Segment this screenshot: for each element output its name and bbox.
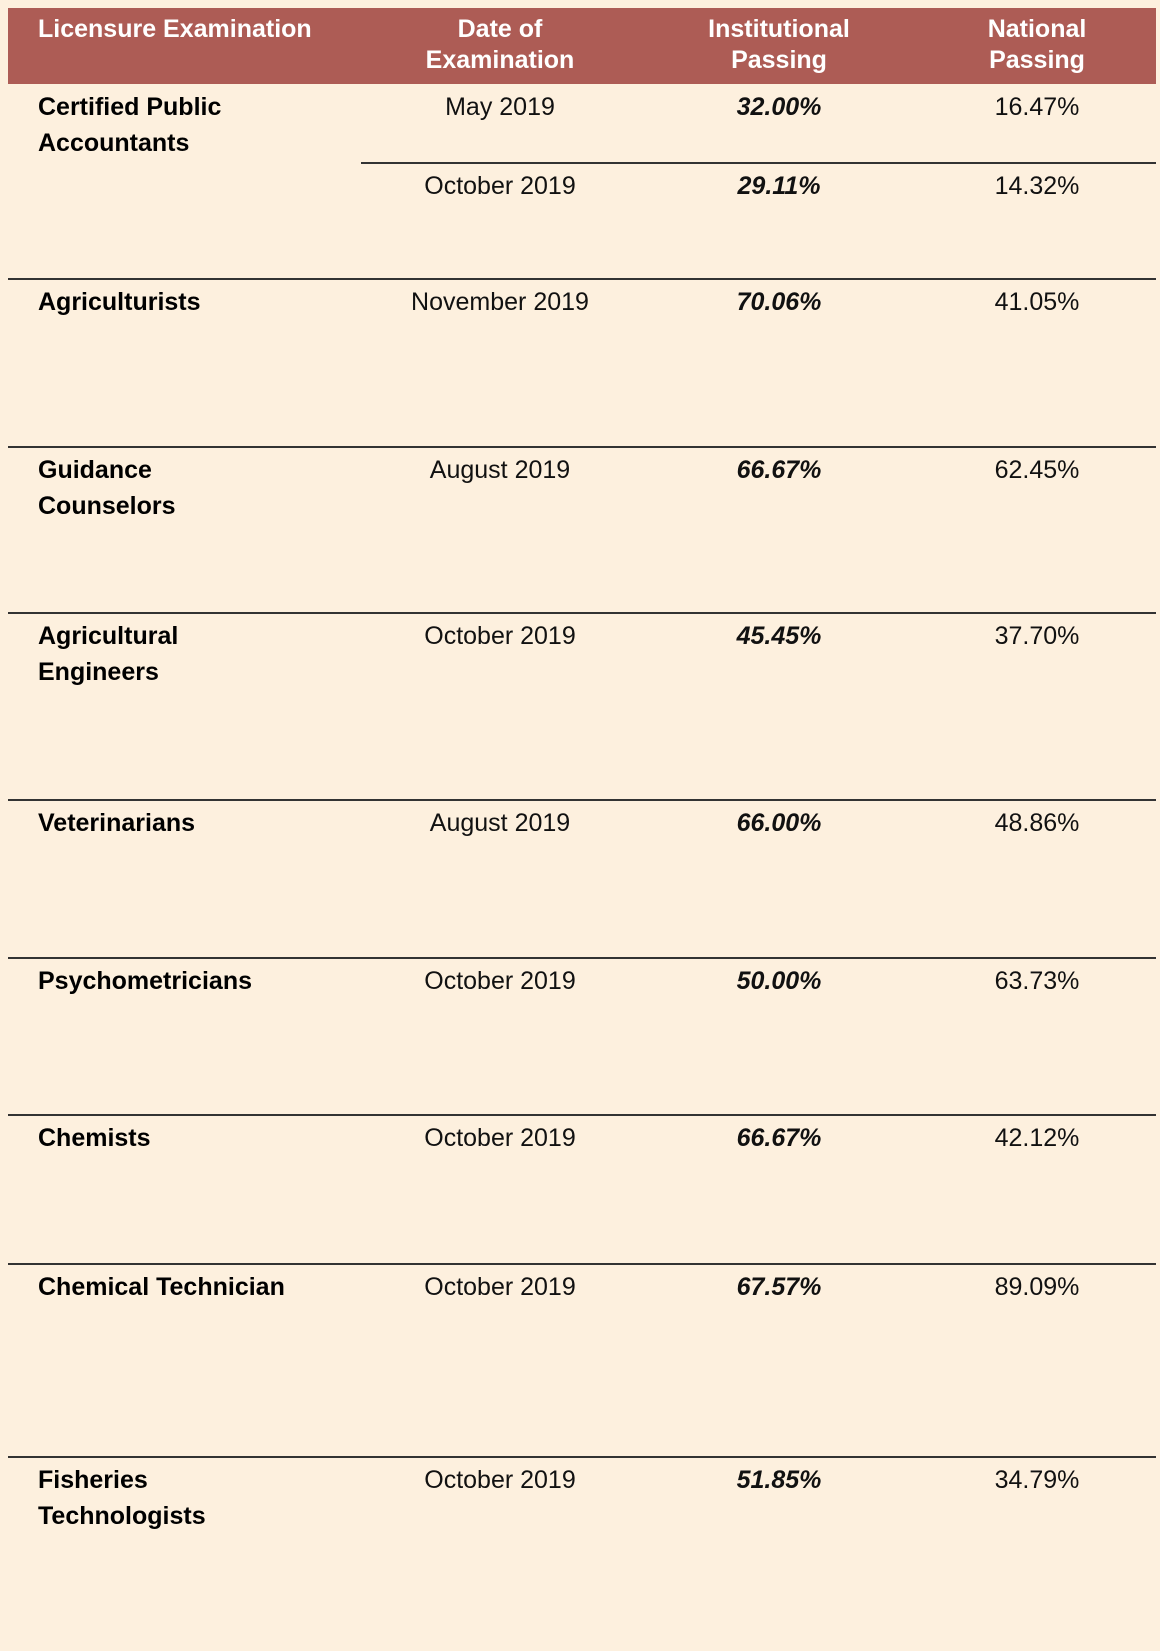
exam-name: Accountants <box>38 129 190 157</box>
header-cell: Date of <box>457 15 543 43</box>
national-passing: 34.79% <box>994 1466 1080 1494</box>
exam-date: October 2019 <box>424 172 576 200</box>
exam-name: Technologists <box>38 1502 206 1530</box>
national-passing: 63.73% <box>994 967 1080 995</box>
national-passing: 89.09% <box>994 1273 1080 1301</box>
exam-name: Psychometricians <box>38 967 252 995</box>
exam-name: Agricultural <box>38 622 179 650</box>
exam-name: Counselors <box>38 492 176 520</box>
exam-name: Chemists <box>38 1124 151 1152</box>
row-divider <box>8 1114 1156 1116</box>
national-passing: 37.70% <box>994 622 1080 650</box>
row-divider <box>8 1456 1156 1458</box>
exam-date: November 2019 <box>411 288 589 316</box>
institutional-passing: 45.45% <box>736 622 822 650</box>
row-divider <box>8 278 1156 280</box>
national-passing: 48.86% <box>994 809 1080 837</box>
entry-divider <box>361 162 1156 164</box>
exam-date: October 2019 <box>424 622 576 650</box>
header-cell: Passing <box>731 46 827 74</box>
exam-name: Guidance <box>38 456 152 484</box>
national-passing: 14.32% <box>994 172 1080 200</box>
exam-date: October 2019 <box>424 1273 576 1301</box>
row-divider <box>8 957 1156 959</box>
exam-date: October 2019 <box>424 1466 576 1494</box>
header-cell: Passing <box>989 46 1085 74</box>
exam-name: Certified Public <box>38 93 222 121</box>
exam-date: August 2019 <box>429 456 571 484</box>
exam-date: October 2019 <box>424 967 576 995</box>
institutional-passing: 51.85% <box>736 1466 822 1494</box>
national-passing: 62.45% <box>994 456 1080 484</box>
institutional-passing: 29.11% <box>737 172 821 200</box>
national-passing: 16.47% <box>994 93 1080 121</box>
national-passing: 41.05% <box>994 288 1080 316</box>
institutional-passing: 67.57% <box>736 1273 822 1301</box>
exam-name: Engineers <box>38 658 159 686</box>
row-divider <box>8 612 1156 614</box>
row-divider <box>8 799 1156 801</box>
row-divider <box>8 1263 1156 1265</box>
exam-name: Fisheries <box>38 1466 148 1494</box>
header-cell: National <box>987 15 1087 43</box>
national-passing: 42.12% <box>994 1124 1080 1152</box>
institutional-passing: 50.00% <box>736 967 822 995</box>
institutional-passing: 32.00% <box>736 93 822 121</box>
row-divider <box>8 446 1156 448</box>
institutional-passing: 66.67% <box>736 1124 822 1152</box>
exam-name: Chemical Technician <box>38 1273 285 1301</box>
institutional-passing: 66.67% <box>736 456 822 484</box>
institutional-passing: 66.00% <box>736 809 822 837</box>
exam-name: Veterinarians <box>38 809 196 837</box>
header-cell: Examination <box>425 46 575 74</box>
exam-date: October 2019 <box>424 1124 576 1152</box>
exam-date: May 2019 <box>445 93 555 121</box>
header-cell: Institutional <box>708 15 850 43</box>
exam-name: Agriculturists <box>38 288 201 316</box>
institutional-passing: 70.06% <box>736 288 822 316</box>
header-cell: Licensure Examination <box>38 15 312 43</box>
table-header <box>8 8 1156 84</box>
exam-date: August 2019 <box>429 809 571 837</box>
